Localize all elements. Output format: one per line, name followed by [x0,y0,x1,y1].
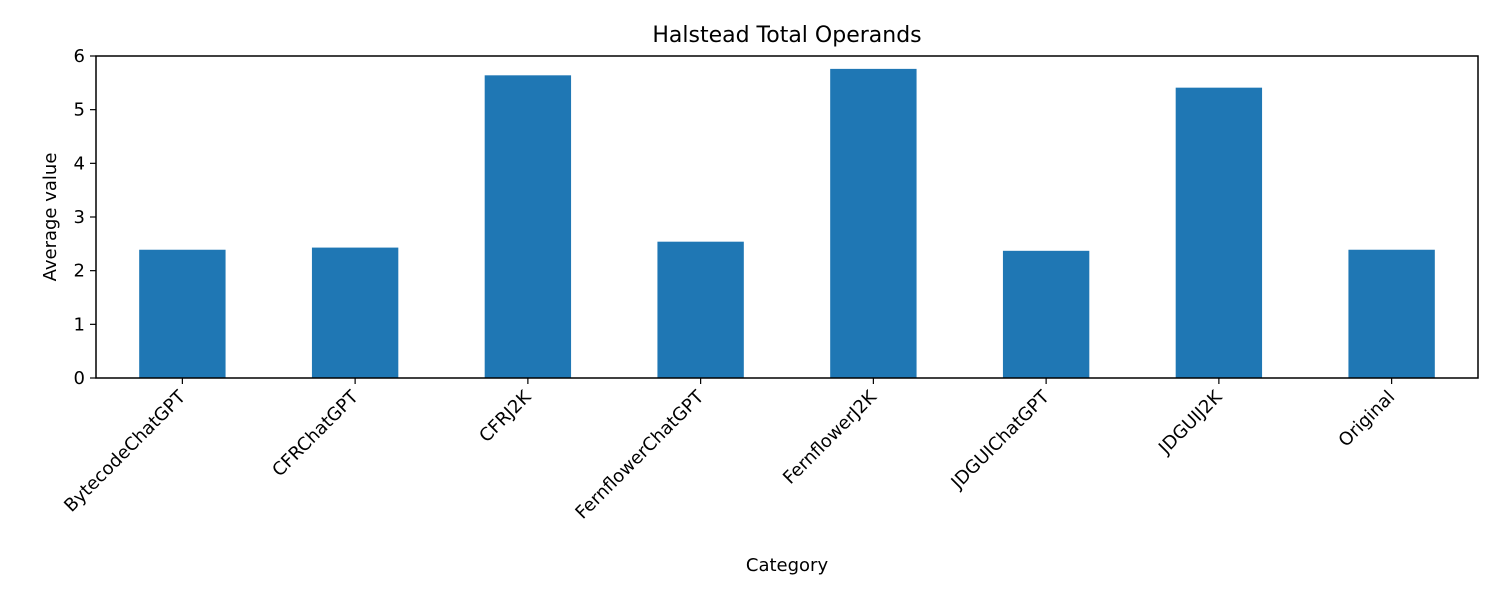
x-tick-label: CFRJ2K [475,386,536,447]
y-tick-label: 0 [74,368,85,389]
bar-jdguij2k [1175,87,1263,378]
bar-bytecodechatgpt [139,249,226,378]
x-tick-label: Original [1335,387,1400,452]
y-tick-label: 3 [74,207,85,228]
x-tick-label: JDGUIChatGPT [947,386,1055,494]
y-tick-label: 4 [74,153,85,174]
bar-fernflowerchatgpt [657,241,744,378]
x-tick-label: BytecodeChatGPT [60,386,190,516]
bar-cfrj2k [484,75,572,378]
x-axis: BytecodeChatGPT CFRChatGPT CFRJ2K Fernflowe… [60,378,1399,523]
bar-original [1348,249,1435,378]
bar-fernflowerj2k [830,68,917,378]
x-tick-label: FernflowerJ2K [779,386,882,489]
bar-jdguichatgpt [1002,250,1090,378]
y-axis-label: Average value [40,153,61,282]
chart-title: Halstead Total Operands [652,23,921,48]
x-tick-label: CFRChatGPT [268,386,363,481]
y-tick-label: 6 [74,46,85,67]
x-tick-label: FernflowerChatGPT [571,386,708,523]
x-axis-label: Category [746,555,829,576]
bar-cfrchatgpt [311,247,399,378]
plot-frame [95,55,1479,379]
bars-group [139,68,1435,378]
y-tick-label: 5 [74,100,85,121]
y-tick-label: 2 [74,261,85,282]
y-axis: 0 1 2 3 4 5 6 [74,46,96,389]
y-tick-label: 1 [74,314,85,335]
x-tick-label: JDGUIJ2K [1154,386,1227,459]
